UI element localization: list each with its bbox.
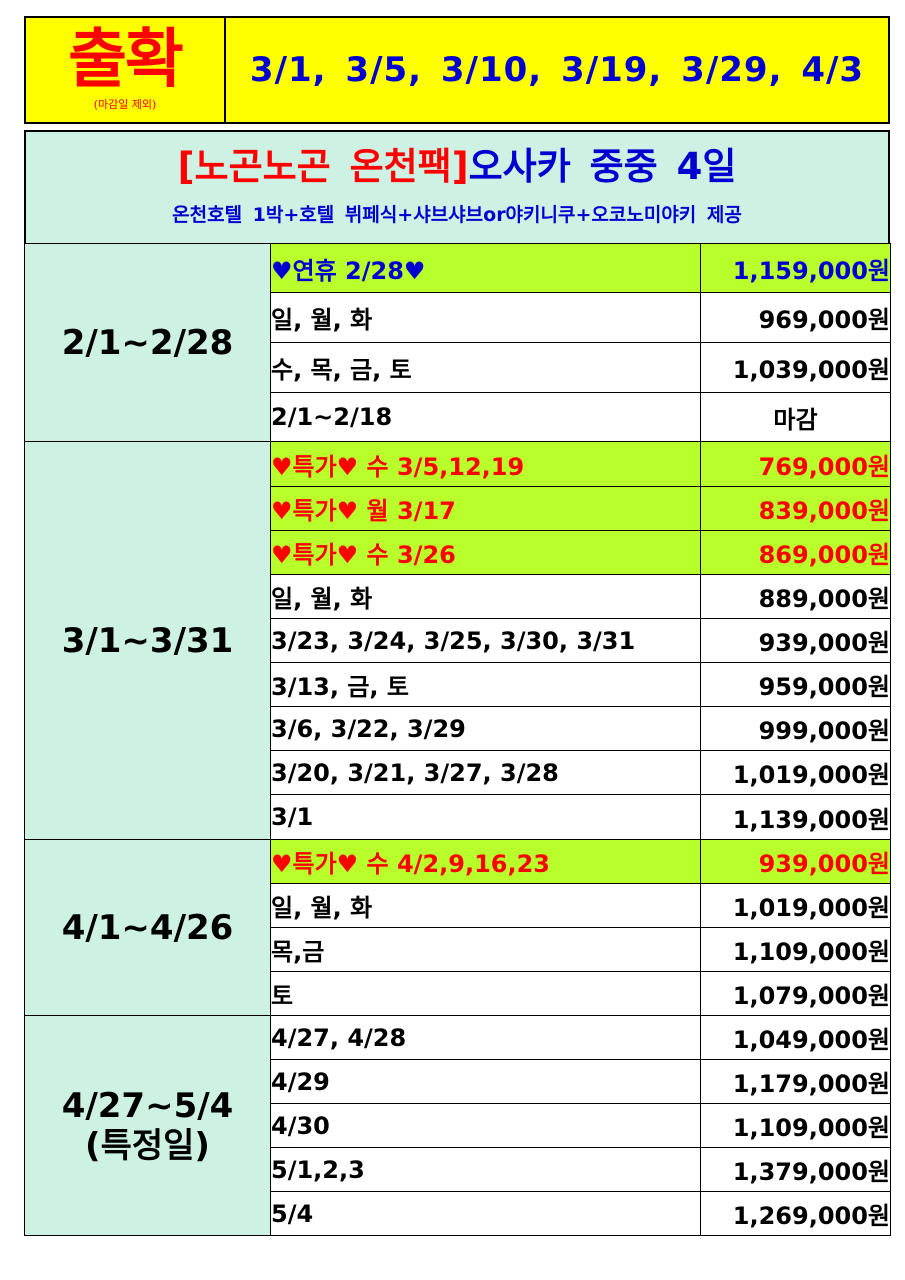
row-price: 1,039,000원 [700, 342, 891, 393]
row-price: 1,159,000원 [700, 243, 891, 293]
row-desc: ♥특가♥ 수 4/2,9,16,23 [270, 839, 701, 884]
table-row: ♥특가♥ 월 3/17 839,000원 [25, 486, 891, 531]
row-desc: 수, 목, 금, 토 [270, 342, 701, 393]
row-price: 1,079,000원 [700, 971, 891, 1016]
table-row: 5/1,2,3 1,379,000원 [25, 1147, 891, 1192]
row-desc: 목,금 [270, 927, 701, 972]
row-price: 999,000원 [700, 706, 891, 751]
row-desc: 4/27, 4/28 [270, 1015, 701, 1060]
confirmed-departure-label: 출확 [68, 23, 184, 97]
row-desc: 5/4 [270, 1191, 701, 1236]
table-row: 일, 월, 화 1,019,000원 [25, 883, 891, 928]
table-row: 3/1~3/31 ♥특가♥ 수 3/5,12,19 769,000원 [24, 441, 891, 840]
row-desc: 일, 월, 화 [270, 883, 701, 928]
row-desc: 3/6, 3/22, 3/29 [270, 706, 701, 751]
table-row: 3/6, 3/22, 3/29 999,000원 [25, 706, 891, 751]
excluding-closed-note: (마감일 제외) [93, 98, 157, 111]
price-table: 2/1~2/28 ♥연휴 2/28♥ 1,159,000원 일, 월, 화 96… [24, 243, 891, 1236]
product-title-bracket: [노곤노곤 온천팩] [177, 145, 469, 188]
table-row: ♥특가♥ 수 3/26 869,000원 [25, 530, 891, 575]
product-title: [노곤노곤 온천팩]오사카 중중 4일 [26, 140, 888, 194]
table-row: 4/27~5/4 (특정일) 4/27, 4/28 1,049,000원 [24, 1015, 891, 1236]
departure-dates: 3/1, 3/5, 3/10, 3/19, 3/29, 4/3 [249, 50, 865, 90]
row-desc: 4/30 [270, 1103, 701, 1148]
period-line-2: (특정일) [85, 1125, 210, 1166]
table-row: 토 1,079,000원 [25, 971, 891, 1016]
header-band: 출확 (마감일 제외) 3/1, 3/5, 3/10, 3/19, 3/29, … [24, 16, 890, 124]
row-price: 839,000원 [700, 486, 891, 531]
period-cell: 3/1~3/31 [24, 441, 271, 840]
row-price: 1,179,000원 [700, 1059, 891, 1104]
row-desc: 2/1~2/18 [270, 392, 701, 442]
period-cell: 2/1~2/28 [24, 243, 271, 442]
row-desc: ♥특가♥ 수 3/26 [270, 530, 701, 575]
row-desc: ♥특가♥ 월 3/17 [270, 486, 701, 531]
table-row: 3/23, 3/24, 3/25, 3/30, 3/31 939,000원 [25, 618, 891, 663]
table-row: 일, 월, 화 969,000원 [25, 292, 891, 343]
period-cell: 4/27~5/4 (특정일) [24, 1015, 271, 1236]
table-row: 일, 월, 화 889,000원 [25, 574, 891, 619]
row-price: 마감 [700, 392, 891, 442]
row-price: 1,269,000원 [700, 1191, 891, 1236]
table-row: 4/30 1,109,000원 [25, 1103, 891, 1148]
table-row: 목,금 1,109,000원 [25, 927, 891, 972]
row-desc: 3/23, 3/24, 3/25, 3/30, 3/31 [270, 618, 701, 663]
product-title-block: [노곤노곤 온천팩]오사카 중중 4일 온천호텔 1박+호텔 뷔페식+샤브샤브o… [24, 130, 890, 244]
row-price: 1,019,000원 [700, 883, 891, 928]
table-row: 3/13, 금, 토 959,000원 [25, 662, 891, 707]
row-price: 1,019,000원 [700, 750, 891, 795]
row-price: 1,379,000원 [700, 1147, 891, 1192]
row-price: 1,049,000원 [700, 1015, 891, 1060]
row-desc: 일, 월, 화 [270, 574, 701, 619]
row-desc: 4/29 [270, 1059, 701, 1104]
product-subtitle: 온천호텔 1박+호텔 뷔페식+샤브샤브or야키니쿠+오코노미야키 제공 [172, 204, 742, 226]
table-row: 4/1~4/26 ♥특가♥ 수 4/2,9,16,23 939,000원 [24, 839, 891, 1016]
row-price: 939,000원 [700, 839, 891, 884]
row-desc: ♥특가♥ 수 3/5,12,19 [270, 441, 701, 487]
row-desc: 토 [270, 971, 701, 1016]
row-desc: ♥연휴 2/28♥ [270, 243, 701, 293]
table-row: 3/20, 3/21, 3/27, 3/28 1,019,000원 [25, 750, 891, 795]
table-row: 3/1 1,139,000원 [25, 794, 891, 840]
row-price: 939,000원 [700, 618, 891, 663]
confirmed-departure-box: 출확 (마감일 제외) [26, 18, 226, 122]
row-desc: 5/1,2,3 [270, 1147, 701, 1192]
period-line-1: 4/27~5/4 [61, 1085, 234, 1126]
row-price: 1,109,000원 [700, 1103, 891, 1148]
row-price: 1,139,000원 [700, 794, 891, 840]
row-desc: 일, 월, 화 [270, 292, 701, 343]
row-price: 869,000원 [700, 530, 891, 575]
row-price: 969,000원 [700, 292, 891, 343]
row-desc: 3/20, 3/21, 3/27, 3/28 [270, 750, 701, 795]
row-price: 1,109,000원 [700, 927, 891, 972]
row-price: 889,000원 [700, 574, 891, 619]
row-price: 959,000원 [700, 662, 891, 707]
row-desc: 3/13, 금, 토 [270, 662, 701, 707]
period-cell: 4/1~4/26 [24, 839, 271, 1016]
product-title-rest: 오사카 중중 4일 [468, 145, 737, 188]
row-price: 769,000원 [700, 441, 891, 487]
table-row: 2/1~2/28 ♥연휴 2/28♥ 1,159,000원 [24, 243, 891, 442]
table-row: 5/4 1,269,000원 [25, 1191, 891, 1236]
row-desc: 3/1 [270, 794, 701, 840]
